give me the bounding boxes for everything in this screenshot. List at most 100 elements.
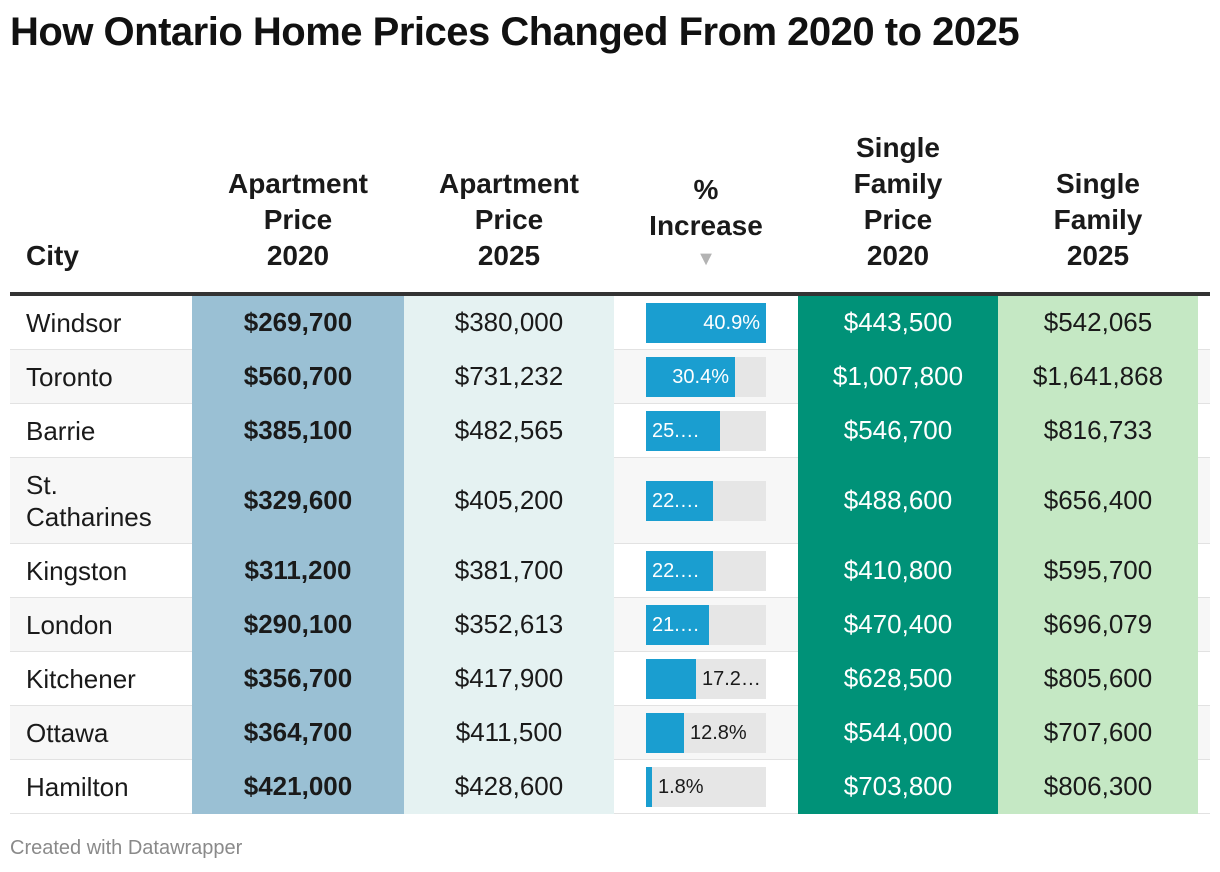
table-body: Windsor $269,700 $380,000 40.9% $443,500 $542… [10, 294, 1210, 814]
row-spacer [1198, 294, 1210, 350]
table-row: Toronto $560,700 $731,232 30.4% $1,007,800 $1… [10, 349, 1210, 404]
percent-increase-cell: 40.9% [614, 294, 798, 350]
percent-label: 21.… [652, 613, 700, 636]
apartment-2020-cell: $269,700 [192, 294, 404, 350]
percent-label: 22.… [652, 489, 700, 512]
percent-increase-cell: 12.8% [614, 705, 798, 760]
city-cell: Ottawa [10, 705, 192, 760]
percent-bar [646, 480, 713, 521]
apartment-2025-cell: $417,900 [404, 651, 614, 706]
apartment-2020-cell: $290,100 [192, 597, 404, 652]
percent-bar [646, 302, 766, 343]
column-header-label: % Increase [649, 174, 763, 241]
column-header-single-family-2025[interactable]: Single Family 2025 [998, 110, 1198, 296]
apartment-2025-cell: $405,200 [404, 457, 614, 544]
column-header-label: City [26, 240, 79, 271]
percent-increase-cell: 22.… [614, 543, 798, 598]
percent-bar [646, 604, 709, 645]
row-spacer [1198, 349, 1210, 404]
percent-bar [646, 410, 720, 451]
apartment-2020-cell: $560,700 [192, 349, 404, 404]
chart-title: How Ontario Home Prices Changed From 202… [10, 10, 1020, 54]
single-family-2025-cell: $595,700 [998, 543, 1198, 598]
row-spacer [1198, 705, 1210, 760]
column-header-label: Single Family Price 2020 [853, 132, 943, 271]
apartment-2020-cell: $421,000 [192, 759, 404, 814]
apartment-2020-cell: $329,600 [192, 457, 404, 544]
city-cell: Kingston [10, 543, 192, 598]
apartment-2025-cell: $411,500 [404, 705, 614, 760]
table-row: London $290,100 $352,613 21.… $470,400 $696,0… [10, 597, 1210, 652]
single-family-2025-cell: $1,641,868 [998, 349, 1198, 404]
bar-track: 40.9% [646, 302, 766, 343]
single-family-2020-cell: $703,800 [798, 759, 998, 814]
bar-track: 22.… [646, 550, 766, 591]
single-family-2020-cell: $628,500 [798, 651, 998, 706]
column-header-label: Apartment Price 2025 [438, 168, 579, 271]
percent-label: 1.8% [658, 775, 704, 798]
city-cell: Windsor [10, 294, 192, 350]
single-family-2020-cell: $443,500 [798, 294, 998, 350]
percent-increase-cell: 21.… [614, 597, 798, 652]
sort-descending-icon[interactable]: ▼ [696, 248, 716, 270]
single-family-2025-cell: $805,600 [998, 651, 1198, 706]
percent-bar [646, 766, 652, 807]
city-cell: Toronto [10, 349, 192, 404]
apartment-2020-cell: $385,100 [192, 403, 404, 458]
percent-bar [646, 356, 735, 397]
single-family-2025-cell: $707,600 [998, 705, 1198, 760]
city-cell: St. Catharines [10, 457, 192, 544]
single-family-2020-cell: $410,800 [798, 543, 998, 598]
table-row: Kitchener $356,700 $417,900 17.2… $628,500 $8… [10, 651, 1210, 706]
row-spacer [1198, 759, 1210, 814]
column-header-percent-increase[interactable]: % Increase ▼ [614, 110, 798, 296]
percent-label: 17.2… [702, 667, 761, 690]
percent-label: 22.… [652, 559, 700, 582]
column-header-label: Single Family 2025 [1053, 168, 1143, 271]
column-header-single-family-2020[interactable]: Single Family Price 2020 [798, 110, 998, 296]
single-family-2025-cell: $656,400 [998, 457, 1198, 544]
table-row: Ottawa $364,700 $411,500 12.8% $544,000 $707,… [10, 705, 1210, 760]
row-spacer [1198, 457, 1210, 544]
percent-bar [646, 658, 696, 699]
bar-track: 25.… [646, 410, 766, 451]
column-header-apartment-2020[interactable]: Apartment Price 2020 [192, 110, 404, 296]
table-row: Windsor $269,700 $380,000 40.9% $443,500 $542… [10, 294, 1210, 350]
row-spacer [1198, 651, 1210, 706]
single-family-2025-cell: $696,079 [998, 597, 1198, 652]
apartment-2025-cell: $428,600 [404, 759, 614, 814]
column-header-label: Apartment Price 2020 [227, 168, 368, 271]
city-cell: London [10, 597, 192, 652]
single-family-2020-cell: $544,000 [798, 705, 998, 760]
bar-track: 22.… [646, 480, 766, 521]
percent-label: 25.… [652, 419, 700, 442]
datawrapper-credit[interactable]: Created with Datawrapper [10, 837, 243, 859]
percent-label: 40.9% [703, 311, 760, 334]
percent-label: 12.8% [690, 721, 747, 744]
row-spacer [1198, 403, 1210, 458]
single-family-2020-cell: $546,700 [798, 403, 998, 458]
apartment-2025-cell: $482,565 [404, 403, 614, 458]
percent-increase-cell: 22.… [614, 457, 798, 544]
apartment-2020-cell: $356,700 [192, 651, 404, 706]
single-family-2025-cell: $806,300 [998, 759, 1198, 814]
percent-increase-cell: 25.… [614, 403, 798, 458]
column-header-city[interactable]: City [10, 110, 192, 296]
percent-increase-cell: 17.2… [614, 651, 798, 706]
percent-increase-cell: 1.8% [614, 759, 798, 814]
column-header-apartment-2025[interactable]: Apartment Price 2025 [404, 110, 614, 296]
apartment-2025-cell: $352,613 [404, 597, 614, 652]
row-spacer [1198, 597, 1210, 652]
bar-track: 12.8% [646, 712, 766, 753]
table-row: Barrie $385,100 $482,565 25.… $546,700 $816,7… [10, 403, 1210, 458]
city-cell: Barrie [10, 403, 192, 458]
bar-track: 17.2… [646, 658, 766, 699]
single-family-2020-cell: $1,007,800 [798, 349, 998, 404]
apartment-2025-cell: $381,700 [404, 543, 614, 598]
single-family-2020-cell: $470,400 [798, 597, 998, 652]
single-family-2025-cell: $542,065 [998, 294, 1198, 350]
single-family-2020-cell: $488,600 [798, 457, 998, 544]
table-row: Hamilton $421,000 $428,600 1.8% $703,800 $806… [10, 759, 1210, 814]
apartment-2020-cell: $364,700 [192, 705, 404, 760]
apartment-2025-cell: $731,232 [404, 349, 614, 404]
